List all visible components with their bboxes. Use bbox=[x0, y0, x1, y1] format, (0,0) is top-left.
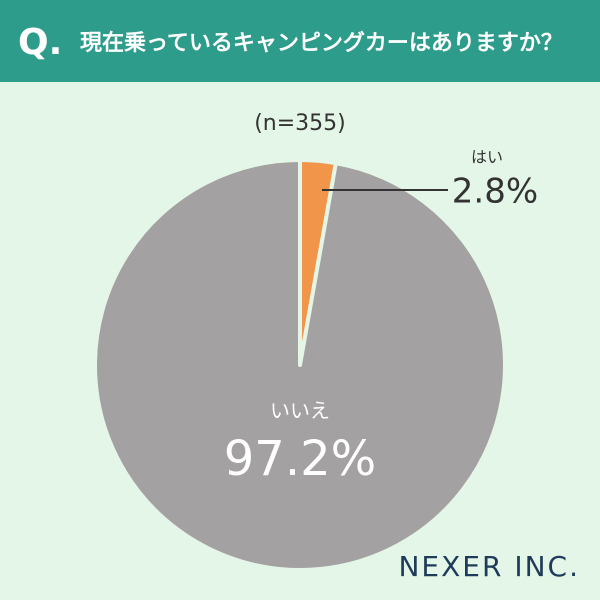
slice-label: はい bbox=[471, 148, 503, 167]
pie-slice bbox=[93, 158, 508, 572]
pie bbox=[93, 158, 508, 572]
subtitle: (n=355) bbox=[254, 111, 346, 136]
value-label: 2.8% bbox=[452, 172, 538, 212]
header bbox=[0, 0, 600, 82]
brand: NEXER INC. bbox=[398, 550, 580, 583]
slice-label: いいえ bbox=[270, 399, 330, 423]
badge: Q. bbox=[18, 22, 62, 63]
value-label: 97.2% bbox=[224, 431, 376, 487]
chart-title: 現在乗っているキャンピングカーはありますか？ bbox=[80, 30, 563, 56]
